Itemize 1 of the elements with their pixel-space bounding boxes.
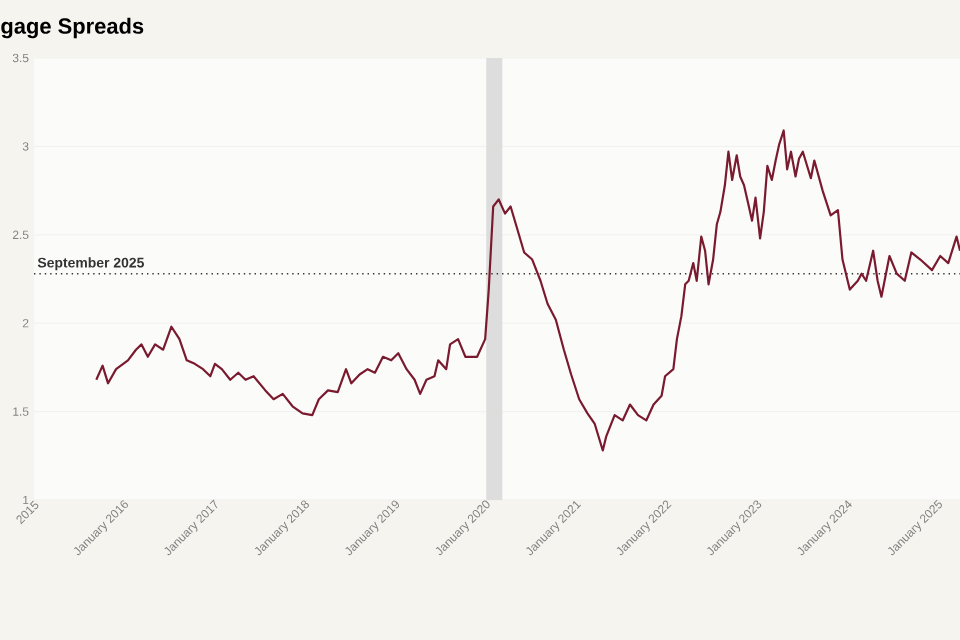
chart-title: gage Spreads [1,17,144,39]
